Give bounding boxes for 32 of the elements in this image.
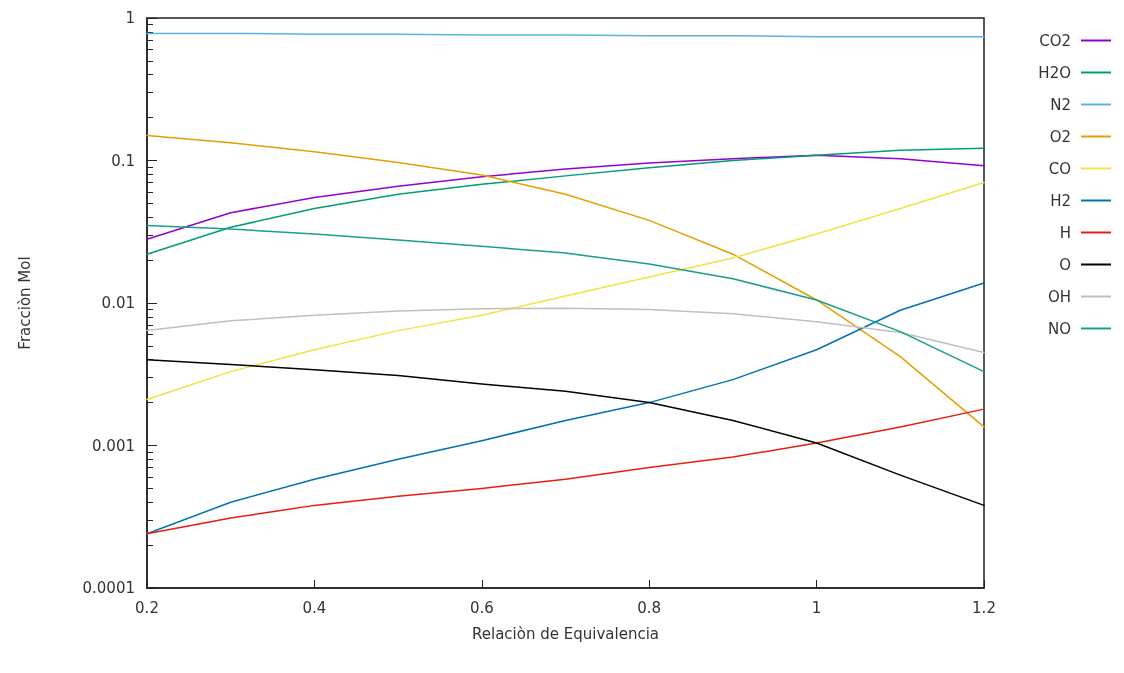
line-series bbox=[146, 181, 985, 401]
legend-label: N2 bbox=[1050, 95, 1071, 114]
x-tick-label: 0.6 bbox=[469, 598, 494, 617]
x-tick-label: 0.8 bbox=[637, 598, 662, 617]
legend-label: CO bbox=[1048, 159, 1071, 178]
y-tick-label: 0.01 bbox=[101, 294, 135, 312]
line-series bbox=[146, 408, 985, 535]
line-series bbox=[146, 307, 985, 354]
legend-label: OH bbox=[1047, 287, 1071, 306]
y-tick-label: 0.001 bbox=[92, 436, 135, 455]
y-axis-title: Fracciòn Mol bbox=[15, 256, 34, 350]
y-tick-label: 0.1 bbox=[111, 151, 135, 170]
line-series bbox=[146, 134, 985, 428]
y-tick-label: 1 bbox=[125, 9, 135, 27]
line-series bbox=[146, 282, 985, 535]
legend-label: O2 bbox=[1049, 127, 1071, 146]
x-tick-label: 1.2 bbox=[972, 598, 996, 617]
legend-label: NO bbox=[1047, 319, 1071, 338]
line-series bbox=[146, 147, 985, 255]
legend-label: H bbox=[1059, 223, 1071, 242]
legend-label: H2O bbox=[1038, 63, 1071, 82]
legend-label: H2 bbox=[1050, 191, 1071, 210]
legend-label: CO2 bbox=[1039, 31, 1071, 50]
line-series bbox=[146, 224, 985, 373]
x-tick-label: 0.2 bbox=[135, 598, 159, 617]
legend-label: O bbox=[1059, 255, 1071, 274]
line-series bbox=[146, 154, 985, 241]
x-tick-label: 0.4 bbox=[302, 598, 327, 617]
line-series bbox=[146, 358, 985, 507]
x-tick-label: 1 bbox=[811, 598, 822, 617]
y-tick-label: 0.0001 bbox=[82, 579, 135, 597]
x-axis-title: Relaciòn de Equivalencia bbox=[472, 624, 659, 643]
